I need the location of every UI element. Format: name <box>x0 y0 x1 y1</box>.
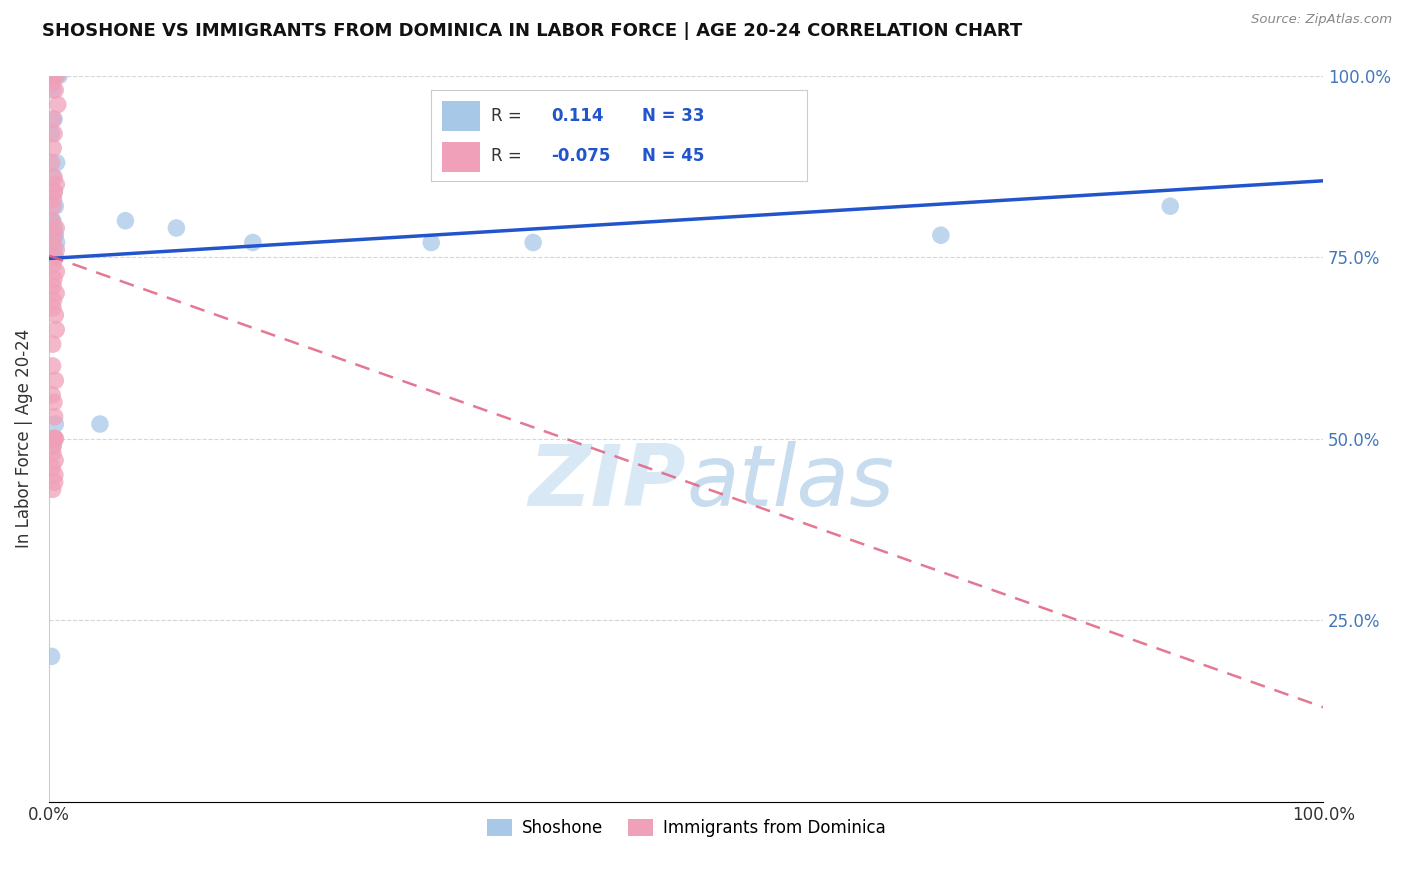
Text: SHOSHONE VS IMMIGRANTS FROM DOMINICA IN LABOR FORCE | AGE 20-24 CORRELATION CHAR: SHOSHONE VS IMMIGRANTS FROM DOMINICA IN … <box>42 22 1022 40</box>
Point <box>41 155 63 169</box>
Point <box>42 279 65 293</box>
Point <box>42 439 65 453</box>
Point <box>41 76 63 90</box>
Point <box>44 432 66 446</box>
Point <box>44 228 66 243</box>
Point <box>44 432 66 446</box>
Point <box>45 178 67 192</box>
Point <box>41 649 63 664</box>
Point <box>41 69 63 83</box>
Point <box>41 213 63 227</box>
Point <box>45 243 67 257</box>
Point <box>42 243 65 257</box>
Point <box>45 323 67 337</box>
Point <box>44 250 66 264</box>
Point <box>42 170 65 185</box>
Point <box>44 199 66 213</box>
Point <box>42 199 65 213</box>
Point <box>42 432 65 446</box>
Point <box>42 221 65 235</box>
Point <box>46 97 69 112</box>
Point <box>42 141 65 155</box>
Point <box>42 127 65 141</box>
Point <box>42 192 65 206</box>
Point <box>41 127 63 141</box>
Point <box>522 235 544 250</box>
Point <box>42 439 65 453</box>
Point <box>41 213 63 227</box>
Point <box>44 308 66 322</box>
Text: ZIP: ZIP <box>529 441 686 524</box>
Point <box>44 69 66 83</box>
Point <box>42 272 65 286</box>
Point <box>42 301 65 315</box>
Point <box>42 112 65 127</box>
Point <box>165 221 187 235</box>
Point <box>42 83 65 97</box>
Point <box>45 155 67 169</box>
Point <box>42 112 65 127</box>
Point <box>41 483 63 497</box>
Point <box>45 286 67 301</box>
Point <box>42 293 65 308</box>
Point <box>44 432 66 446</box>
Point <box>114 213 136 227</box>
Point <box>45 264 67 278</box>
Point <box>41 388 63 402</box>
Point <box>420 235 443 250</box>
Point <box>44 417 66 431</box>
Point <box>44 475 66 489</box>
Point <box>1159 199 1181 213</box>
Point <box>929 228 952 243</box>
Point <box>41 359 63 373</box>
Point <box>242 235 264 250</box>
Point <box>44 83 66 97</box>
Text: Source: ZipAtlas.com: Source: ZipAtlas.com <box>1251 13 1392 27</box>
Y-axis label: In Labor Force | Age 20-24: In Labor Force | Age 20-24 <box>15 329 32 549</box>
Point <box>45 69 67 83</box>
Point <box>42 250 65 264</box>
Point <box>44 467 66 482</box>
Point <box>42 228 65 243</box>
Point <box>45 221 67 235</box>
Point <box>41 460 63 475</box>
Point <box>89 417 111 431</box>
Text: atlas: atlas <box>686 441 894 524</box>
Point <box>42 170 65 185</box>
Point <box>42 446 65 460</box>
Point <box>42 395 65 409</box>
Point <box>42 257 65 271</box>
Point <box>42 213 65 227</box>
Point <box>41 337 63 351</box>
Point <box>44 374 66 388</box>
Point <box>42 185 65 199</box>
Point <box>41 213 63 227</box>
Point <box>42 235 65 250</box>
Point <box>42 432 65 446</box>
Legend: Shoshone, Immigrants from Dominica: Shoshone, Immigrants from Dominica <box>479 813 893 844</box>
Point <box>42 228 65 243</box>
Point <box>42 243 65 257</box>
Point <box>44 409 66 424</box>
Point <box>45 235 67 250</box>
Point <box>44 185 66 199</box>
Point <box>48 69 70 83</box>
Point <box>41 235 63 250</box>
Point <box>44 453 66 467</box>
